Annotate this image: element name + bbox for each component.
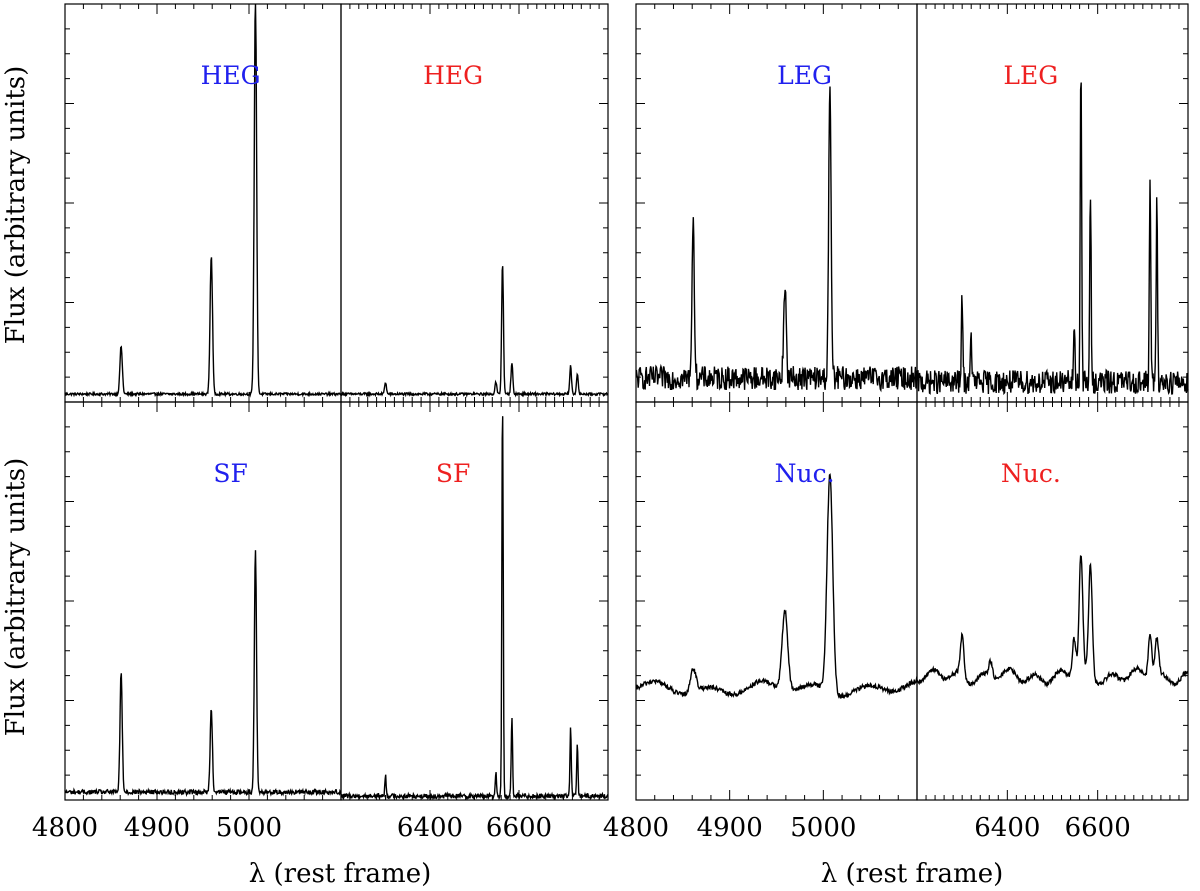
panel-sf-red: 6400 6600 SF [340,401,609,843]
spectrum-line [916,82,1189,396]
panel-label: HEG [201,61,261,90]
panel-heg-blue: HEG [64,3,342,403]
x-tick-label: 5000 [216,813,282,843]
panel-sf-blue: 4800 4900 5000 SF [32,401,342,843]
panel-nuc-blue: 4800 4900 5000 Nuc. [603,401,918,843]
x-tick-label: 4900 [124,813,190,843]
panel-label: SF [213,459,247,488]
x-tick-label: 4800 [603,813,669,843]
x-tick-label: 6600 [1065,813,1131,843]
panel-label: SF [436,459,470,488]
x-axis-label-left: λ (rest frame) [249,859,432,889]
x-tick-label: 5000 [790,813,856,843]
x-tick-label: 6600 [486,813,552,843]
x-tick-label: 4900 [697,813,763,843]
x-axis-label-right: λ (rest frame) [821,859,1004,889]
panel-label: Nuc. [1001,459,1061,488]
spectrum-line [64,550,342,798]
panel-label: Nuc. [775,459,835,488]
y-axis-label-bottom: Flux (arbitrary units) [1,458,31,737]
spectrum-line [340,416,609,801]
panel-leg-blue: LEG [635,3,918,403]
panel-frame [340,401,609,801]
spectrum-line [635,86,918,393]
panel-nuc-red: 6400 6600 Nuc. [916,401,1189,843]
spectrum-line [64,3,342,398]
panel-heg-red: HEG [340,3,609,403]
panel-leg-red: LEG [916,3,1189,403]
panel-label: HEG [423,61,483,90]
x-tick-label: 6400 [974,813,1040,843]
spectrum-line [916,555,1189,689]
panel-frame [64,401,342,801]
spectrum-line [340,266,609,398]
axis-labels-layer: Flux (arbitrary units) Flux (arbitrary u… [1,66,1003,889]
x-tick-label: 4800 [32,813,98,843]
panel-label: LEG [1003,61,1058,90]
y-axis-label-top: Flux (arbitrary units) [1,66,31,345]
spectrum-line [635,473,918,699]
panel-label: LEG [777,61,832,90]
x-tick-label: 6400 [397,813,463,843]
